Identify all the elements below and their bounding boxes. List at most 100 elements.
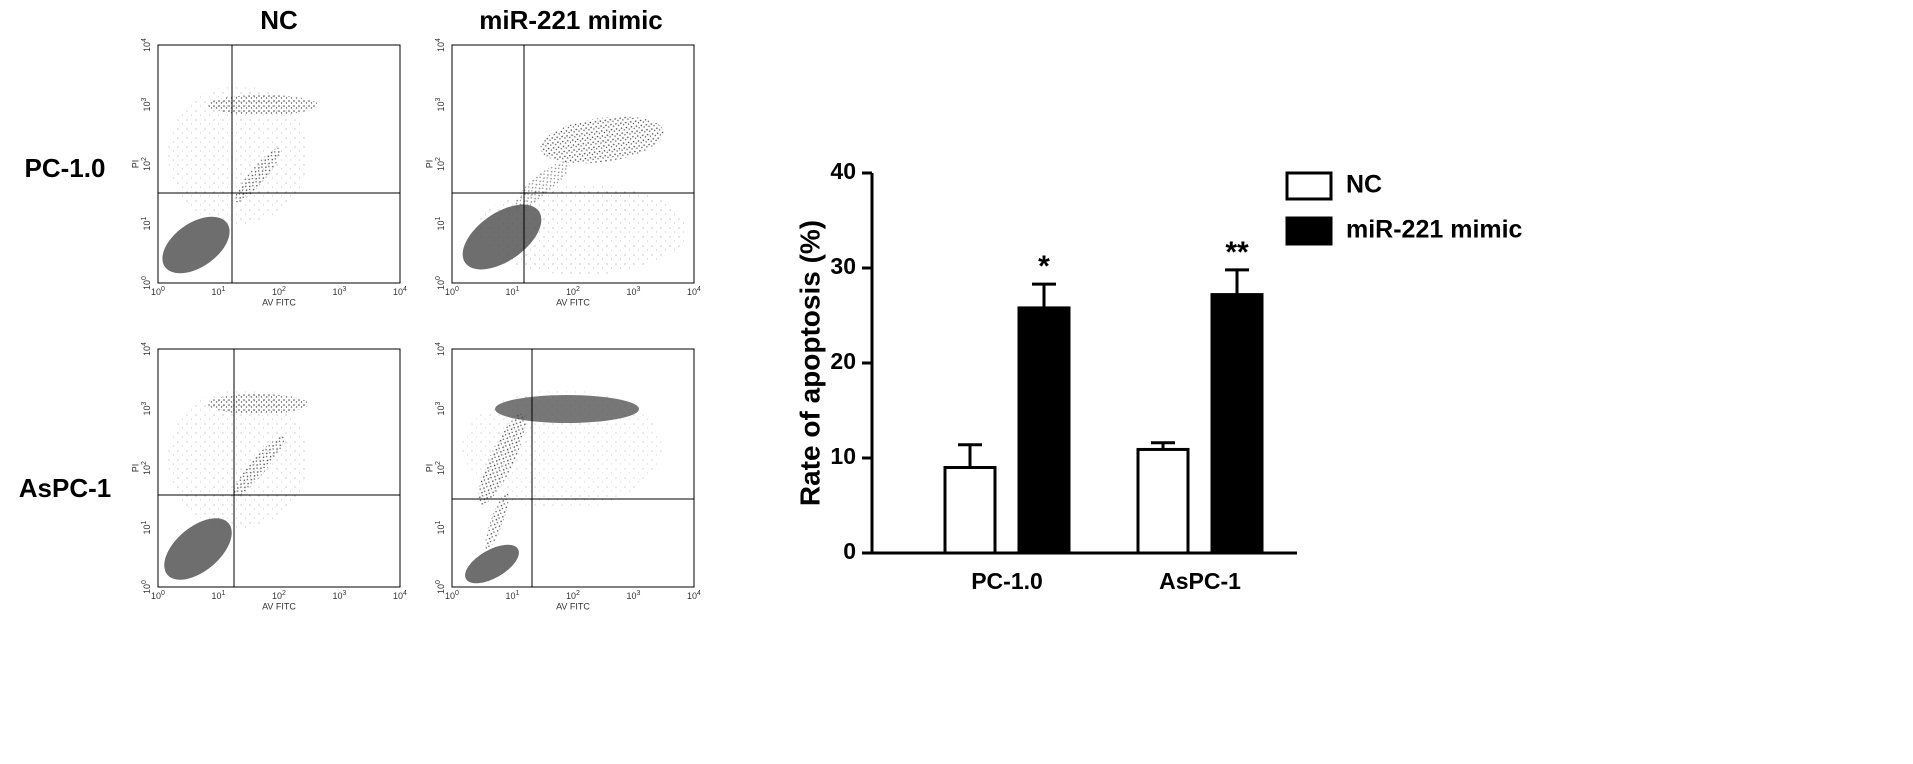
bar — [1017, 306, 1071, 555]
tick-label: 100 — [151, 590, 165, 602]
tick-base: 10 — [436, 584, 446, 594]
tick-base: 10 — [445, 591, 455, 601]
tick-label: 104 — [687, 286, 701, 298]
tick-label: 103 — [435, 401, 447, 415]
tick-label: 104 — [435, 342, 447, 356]
tick-exponent: 3 — [637, 590, 641, 597]
tick-base: 10 — [142, 465, 152, 475]
cell-cloud — [514, 161, 570, 209]
y-axis-label: PI — [424, 464, 434, 473]
tick-exponent: 2 — [576, 590, 580, 597]
panel-frame — [451, 44, 695, 284]
tick-label: 104 — [687, 590, 701, 602]
tick-exponent: 2 — [141, 461, 148, 465]
flow-panel — [462, 116, 687, 275]
tick-label: 102 — [566, 590, 580, 602]
tick-exponent: 3 — [343, 590, 347, 597]
panel-frame — [451, 348, 695, 588]
legend-swatch — [1285, 171, 1333, 201]
tick-base: 10 — [436, 161, 446, 171]
y-axis-label: PI — [424, 160, 434, 169]
tick-exponent: 2 — [435, 461, 442, 465]
tick-exponent: 0 — [455, 590, 459, 597]
y-tick-label: 0 — [843, 538, 856, 564]
bar — [1136, 447, 1190, 555]
tick-label: 102 — [435, 157, 447, 171]
column-title: miR-221 mimic — [479, 5, 663, 35]
tick-base: 10 — [393, 287, 403, 297]
tick-exponent: 4 — [141, 38, 148, 42]
cell-cloud — [168, 85, 308, 225]
tick-label: 102 — [141, 157, 153, 171]
error-bar — [1225, 268, 1249, 295]
tick-exponent: 3 — [343, 286, 347, 293]
tick-exponent: 4 — [697, 590, 701, 597]
tick-label: 104 — [141, 38, 153, 52]
y-axis-label: Rate of apoptosis (%) — [794, 220, 825, 506]
tick-exponent: 2 — [576, 286, 580, 293]
tick-label: 100 — [445, 286, 459, 298]
tick-label: 104 — [435, 38, 447, 52]
tick-base: 10 — [566, 591, 576, 601]
tick-exponent: 4 — [403, 590, 407, 597]
bar — [943, 466, 997, 555]
tick-base: 10 — [436, 101, 446, 111]
cell-cloud — [231, 435, 285, 499]
tick-label: 102 — [435, 461, 447, 475]
cell-cloud — [208, 394, 308, 414]
tick-label: 102 — [272, 590, 286, 602]
tick-exponent: 3 — [141, 401, 148, 405]
tick-exponent: 0 — [161, 286, 165, 293]
tick-base: 10 — [687, 591, 697, 601]
tick-exponent: 1 — [141, 520, 148, 524]
cell-cloud — [495, 395, 639, 423]
bar — [1210, 293, 1264, 555]
tick-label: 103 — [333, 590, 347, 602]
legend-label: NC — [1346, 171, 1382, 199]
cell-cloud — [168, 389, 308, 529]
tick-exponent: 4 — [141, 342, 148, 346]
tick-label: 103 — [141, 401, 153, 415]
tick-base: 10 — [142, 161, 152, 171]
tick-label: 101 — [141, 216, 153, 230]
cell-cloud — [540, 116, 664, 164]
tick-base: 10 — [142, 584, 152, 594]
tick-label: 101 — [435, 216, 447, 230]
tick-label: 103 — [435, 97, 447, 111]
tick-exponent: 1 — [222, 590, 226, 597]
tick-base: 10 — [687, 287, 697, 297]
tick-exponent: 3 — [435, 401, 442, 405]
tick-exponent: 4 — [435, 342, 442, 346]
tick-base: 10 — [393, 591, 403, 601]
cell-cloud — [162, 216, 230, 274]
error-bar — [958, 443, 982, 468]
tick-label: 101 — [506, 590, 520, 602]
tick-exponent: 1 — [435, 216, 442, 220]
flow-panel — [162, 85, 318, 274]
tick-exponent: 3 — [435, 97, 442, 101]
tick-base: 10 — [506, 591, 516, 601]
tick-base: 10 — [566, 287, 576, 297]
tick-exponent: 0 — [435, 580, 442, 584]
cell-cloud — [234, 147, 282, 203]
tick-label: 104 — [393, 590, 407, 602]
tick-exponent: 4 — [403, 286, 407, 293]
tick-base: 10 — [333, 591, 343, 601]
annotation: ** — [1225, 236, 1249, 269]
tick-exponent: 1 — [516, 286, 520, 293]
tick-base: 10 — [212, 287, 222, 297]
y-axis-label: PI — [130, 464, 140, 473]
tick-base: 10 — [627, 287, 637, 297]
x-tick-label: AsPC-1 — [1159, 568, 1241, 594]
tick-base: 10 — [142, 42, 152, 52]
panel-frame — [157, 348, 401, 588]
tick-exponent: 4 — [435, 38, 442, 42]
y-tick-label: 20 — [830, 348, 856, 374]
tick-base: 10 — [142, 101, 152, 111]
row-label: PC-1.0 — [25, 153, 106, 183]
tick-label: 101 — [435, 520, 447, 534]
tick-label: 101 — [506, 286, 520, 298]
tick-base: 10 — [142, 280, 152, 290]
cell-cloud — [485, 492, 509, 550]
